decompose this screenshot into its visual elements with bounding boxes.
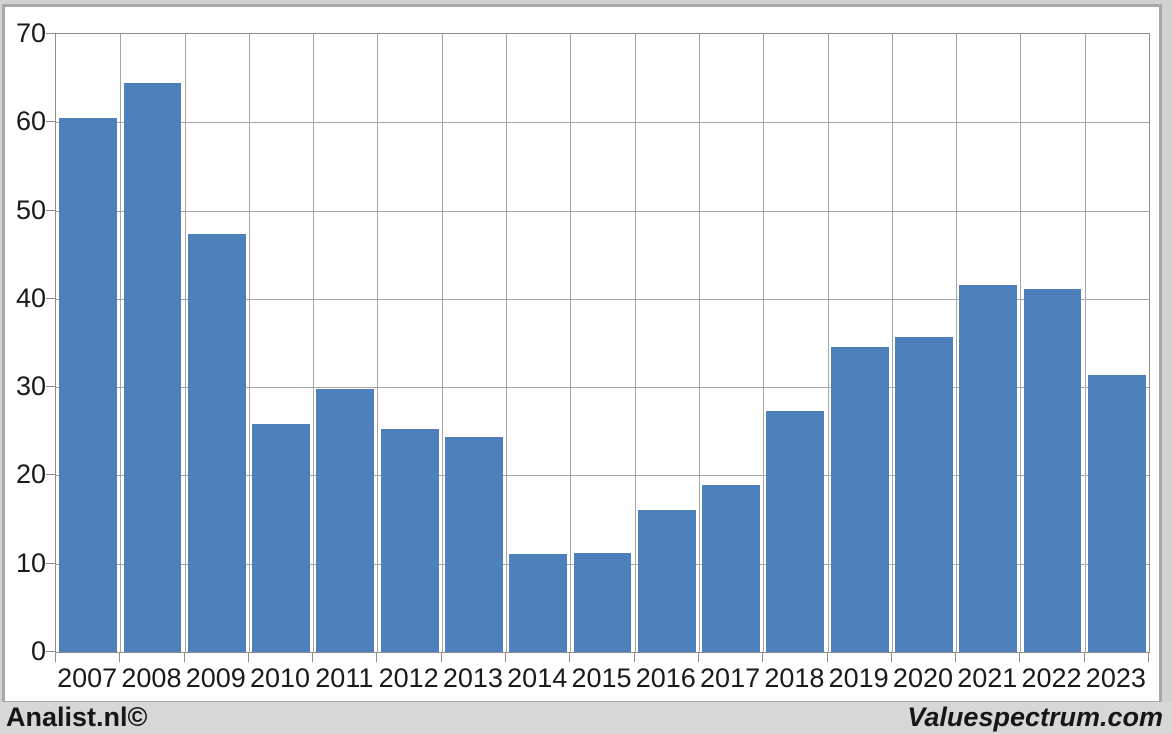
y-axis-tick-label: 70 <box>15 18 46 48</box>
bar-2021 <box>959 284 1018 652</box>
x-axis-tick <box>1083 653 1085 662</box>
x-axis-tick <box>826 653 828 662</box>
v-gridline <box>763 34 765 652</box>
y-axis-tick <box>46 562 55 564</box>
x-axis-tick-label: 2020 <box>892 663 953 693</box>
x-axis-tick <box>376 653 378 662</box>
v-gridline <box>827 34 829 652</box>
v-gridline <box>698 34 700 652</box>
h-gridline <box>56 210 1149 212</box>
bar-2011 <box>316 388 375 652</box>
v-gridline <box>1020 34 1022 652</box>
footer-bar: Analist.nl© Valuespectrum.com <box>0 702 1172 734</box>
x-axis-tick-label: 2008 <box>121 663 182 693</box>
x-axis-tick <box>1019 653 1021 662</box>
bar-2016 <box>637 509 696 652</box>
y-axis-tick-label: 20 <box>15 459 46 490</box>
x-axis-tick <box>762 653 764 662</box>
v-gridline <box>184 34 186 652</box>
x-axis-tick <box>440 653 442 662</box>
bar-2017 <box>702 485 760 652</box>
x-axis-tick <box>569 653 571 662</box>
y-axis-tick <box>46 209 55 211</box>
bar-2018 <box>766 410 825 652</box>
x-axis-tick-label: 2021 <box>957 663 1018 693</box>
x-axis-tick <box>697 653 699 662</box>
bar-2019 <box>830 347 889 652</box>
plot-area <box>55 33 1150 653</box>
bar-2020 <box>895 336 953 652</box>
x-axis-tick-label: 2012 <box>378 663 439 693</box>
y-axis-tick-label: 10 <box>15 547 46 578</box>
y-axis-tick-label: 50 <box>15 194 46 225</box>
x-axis-tick-label: 2019 <box>828 663 889 693</box>
x-axis-tick <box>955 653 957 662</box>
bar-2014 <box>509 554 568 652</box>
v-gridline <box>634 34 636 652</box>
x-axis-tick-label: 2018 <box>764 663 825 693</box>
bar-2012 <box>380 428 439 652</box>
v-gridline <box>441 34 443 652</box>
h-gridline <box>56 298 1149 300</box>
x-axis-tick <box>312 653 314 662</box>
footer-brand-analist: Analist.nl© <box>6 702 148 732</box>
v-gridline <box>377 34 379 652</box>
x-axis-tick-label: 2015 <box>571 663 632 693</box>
v-gridline <box>506 34 508 652</box>
x-axis-tick-label: 2009 <box>185 663 246 693</box>
v-gridline <box>891 34 893 652</box>
bar-2013 <box>444 437 503 652</box>
bar-2008 <box>123 82 182 652</box>
x-axis-tick-label: 2011 <box>315 663 374 693</box>
x-axis-tick <box>1148 653 1149 662</box>
h-gridline <box>56 387 1149 389</box>
x-axis-tick-label: 2017 <box>700 663 761 693</box>
bar-2022 <box>1023 289 1082 652</box>
x-axis-tick <box>890 653 892 662</box>
y-axis-tick <box>46 297 55 299</box>
x-axis-tick <box>55 653 56 662</box>
y-axis-tick-label: 30 <box>15 371 46 402</box>
y-axis-tick <box>46 121 55 123</box>
bar-2015 <box>573 553 632 652</box>
h-gridline <box>56 122 1149 124</box>
v-gridline <box>248 34 250 652</box>
x-axis-tick <box>505 653 507 662</box>
x-axis-tick-label: 2016 <box>635 663 696 693</box>
x-axis-tick-label: 2013 <box>442 663 503 693</box>
y-axis-tick <box>46 474 55 476</box>
y-axis-tick-label: 0 <box>30 636 46 666</box>
x-axis-tick-label: 2023 <box>1085 663 1146 693</box>
x-axis-tick-label: 2022 <box>1021 663 1082 693</box>
x-axis-tick-label: 2014 <box>507 663 568 693</box>
bar-2010 <box>252 424 310 652</box>
v-gridline <box>570 34 572 652</box>
y-axis-tick-label: 40 <box>15 282 46 313</box>
y-axis-tick <box>46 386 55 388</box>
x-axis-tick <box>247 653 249 662</box>
h-gridline <box>56 475 1149 477</box>
v-gridline <box>956 34 958 652</box>
y-axis-tick-label: 60 <box>15 106 46 137</box>
bar-2007 <box>59 117 118 652</box>
x-axis-tick <box>633 653 635 662</box>
bar-2009 <box>187 234 246 652</box>
y-axis-tick <box>46 651 55 652</box>
footer-brand-valuespectrum: Valuespectrum.com <box>907 702 1163 732</box>
bar-2023 <box>1087 374 1146 652</box>
x-axis-tick <box>119 653 121 662</box>
x-axis-tick-label: 2007 <box>57 663 118 693</box>
x-axis-tick <box>183 653 185 662</box>
x-axis-tick-label: 2010 <box>249 663 311 693</box>
v-gridline <box>313 34 315 652</box>
y-axis-tick <box>46 33 55 34</box>
v-gridline <box>1084 34 1086 652</box>
v-gridline <box>120 34 122 652</box>
